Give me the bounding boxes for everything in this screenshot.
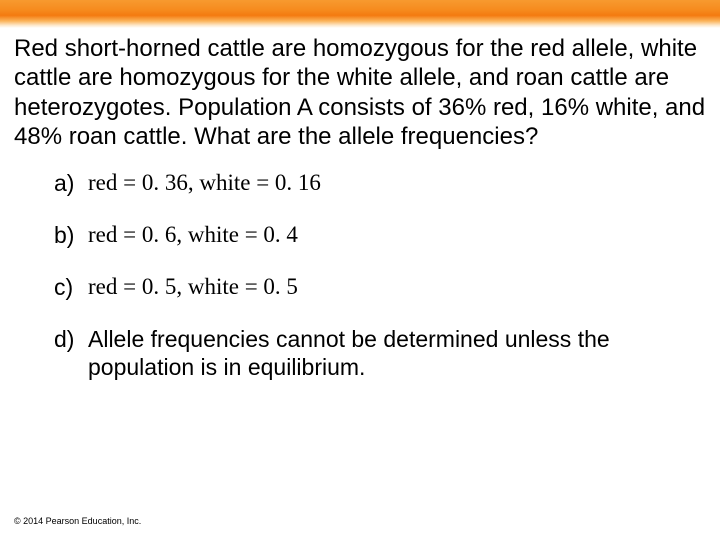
option-letter: b) bbox=[54, 221, 88, 249]
question-text: Red short-horned cattle are homozygous f… bbox=[0, 28, 720, 151]
option-letter: a) bbox=[54, 169, 88, 197]
top-accent-bar bbox=[0, 0, 720, 28]
slide: Red short-horned cattle are homozygous f… bbox=[0, 0, 720, 540]
option-letter: c) bbox=[54, 273, 88, 301]
option-b: b) red = 0. 6, white = 0. 4 bbox=[54, 221, 720, 249]
option-text: red = 0. 36, white = 0. 16 bbox=[88, 169, 321, 197]
option-a: a) red = 0. 36, white = 0. 16 bbox=[54, 169, 720, 197]
copyright-text: © 2014 Pearson Education, Inc. bbox=[14, 516, 141, 526]
answer-options: a) red = 0. 36, white = 0. 16 b) red = 0… bbox=[0, 151, 720, 381]
option-text: red = 0. 6, white = 0. 4 bbox=[88, 221, 298, 249]
option-letter: d) bbox=[54, 325, 88, 353]
option-text: Allele frequencies cannot be determined … bbox=[88, 325, 668, 381]
option-text: red = 0. 5, white = 0. 5 bbox=[88, 273, 298, 301]
option-d: d) Allele frequencies cannot be determin… bbox=[54, 325, 720, 381]
option-c: c) red = 0. 5, white = 0. 5 bbox=[54, 273, 720, 301]
